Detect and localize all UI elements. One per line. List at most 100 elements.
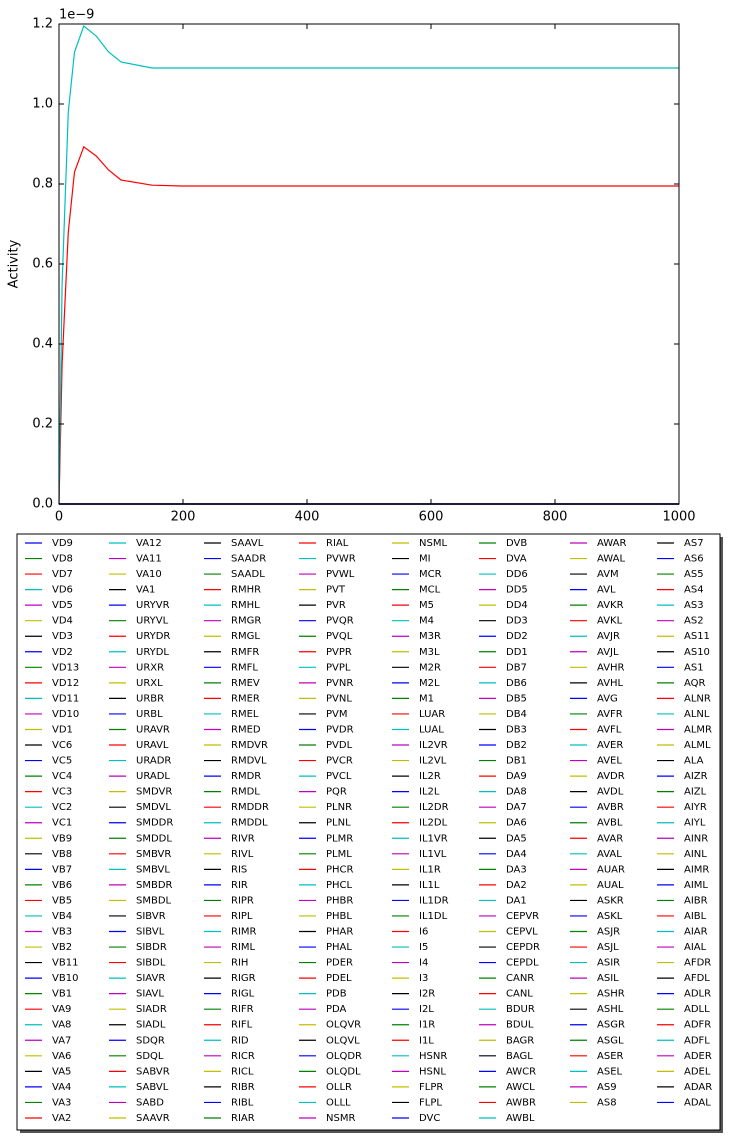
legend-label: OLQDL [326,1066,361,1077]
legend-label: URYDR [136,631,170,642]
legend-label: SMDVR [136,787,172,798]
legend-label: VA6 [52,1051,71,1062]
legend: VD9 VD8 VD7 VD6 VD5 VD4 VD3 VD2 VD13 VD12 VD11 VD10… [16,533,723,1133]
legend-label: AWBL [506,1113,535,1124]
legend-label: IL1DR [419,895,449,906]
legend-label: ASER [597,1051,624,1062]
legend-label: PLNL [326,818,351,829]
legend-label: DD5 [506,585,528,596]
legend-label: ADAL [684,1097,711,1108]
legend-label: RMEV [231,678,260,689]
y-tick-label: 0.0 [32,497,53,512]
legend-label: IL2VR [419,740,448,751]
legend-label: M3R [419,631,441,642]
series-line [58,145,679,505]
legend-label: PVCL [326,771,352,782]
legend-label: AVHR [597,662,625,673]
legend-label: ADER [684,1051,712,1062]
legend-label: CEPVL [506,927,538,938]
legend-label: DD4 [506,600,528,611]
legend-label: IL2DL [419,818,448,829]
legend-label: M2L [419,678,440,689]
legend-label: VC4 [52,771,72,782]
legend-label: BAGR [506,1035,534,1046]
legend-label: AWAL [597,554,625,565]
legend-label: URYVL [136,616,169,627]
y-tick-label: 1.2 [32,17,53,32]
legend-label: DB3 [506,724,527,735]
legend-label: RIPR [231,895,254,906]
legend-label: DA6 [506,818,527,829]
legend-label: RMDVR [231,740,268,751]
legend-label: PVQR [326,616,354,627]
legend-label: ADLL [684,1004,710,1015]
legend-label: MCL [419,585,441,596]
legend-label: RIAL [326,538,349,549]
legend-label: VB5 [52,895,72,906]
legend-label: AVJR [597,631,620,642]
legend-label: AIYR [684,802,707,813]
legend-label: AVAR [597,833,623,844]
legend-label: AIBR [684,895,708,906]
legend-label: I5 [419,942,428,953]
legend-label: URADR [136,756,171,767]
legend-label: IL2L [419,787,440,798]
legend-label: M4 [419,616,434,627]
legend-label: AS5 [684,569,704,580]
legend-label: DVA [506,554,527,565]
legend-label: AWAR [597,538,626,549]
legend-label: VD13 [52,662,79,673]
legend-label: M1 [419,693,434,704]
legend-label: VA11 [136,554,162,565]
legend-label: VD3 [52,631,73,642]
legend-label: DD1 [506,647,528,658]
legend-label: SIBVR [136,911,166,922]
legend-label: URADL [136,771,170,782]
legend-label: AVAL [597,849,622,860]
legend-label: PDB [326,989,347,1000]
legend-label: RMER [231,693,260,704]
legend-label: AS2 [684,616,704,627]
legend-label: VD6 [52,585,73,596]
legend-label: IL2R [419,771,441,782]
legend-label: AVEL [597,756,622,767]
legend-label: ALML [684,740,711,751]
legend-label: CANL [506,989,533,1000]
legend-label: CEPDR [506,942,540,953]
legend-label: VB6 [52,880,72,891]
legend-label: AIZL [684,787,707,798]
legend-label: AS3 [684,600,704,611]
legend-label: VB11 [52,958,78,969]
legend-label: AVKR [597,600,624,611]
legend-label: PVT [326,585,346,596]
legend-label: PVPR [326,647,352,658]
legend-label: RMFR [231,647,259,658]
legend-label: PVCR [326,756,353,767]
legend-label: VD7 [52,569,73,580]
legend-label: AVFL [597,724,622,735]
legend-label: SAADL [231,569,265,580]
legend-label: PVNL [326,693,352,704]
legend-label: VB3 [52,927,72,938]
legend-label: URXR [136,662,164,673]
legend-label: BDUL [506,1020,534,1031]
legend-label: HSNL [419,1066,446,1077]
y-tick-label: 0.6 [32,257,53,272]
legend-label: SMBDL [136,895,172,906]
legend-label: ASKL [597,911,623,922]
legend-label: DA2 [506,880,527,891]
legend-label: IL2DR [419,802,449,813]
legend-label: AVBR [597,802,624,813]
legend-label: AIAR [684,927,708,938]
legend-label: M2R [419,662,441,673]
legend-label: AIBL [684,911,707,922]
legend-label: SABVL [136,1082,169,1093]
legend-label: URBR [136,693,164,704]
legend-label: SMBVL [136,864,170,875]
legend-label: AVG [597,693,618,704]
legend-label: RMGR [231,616,261,627]
legend-label: VA9 [52,1004,71,1015]
legend-label: VB8 [52,849,72,860]
legend-label: RIGR [231,973,256,984]
